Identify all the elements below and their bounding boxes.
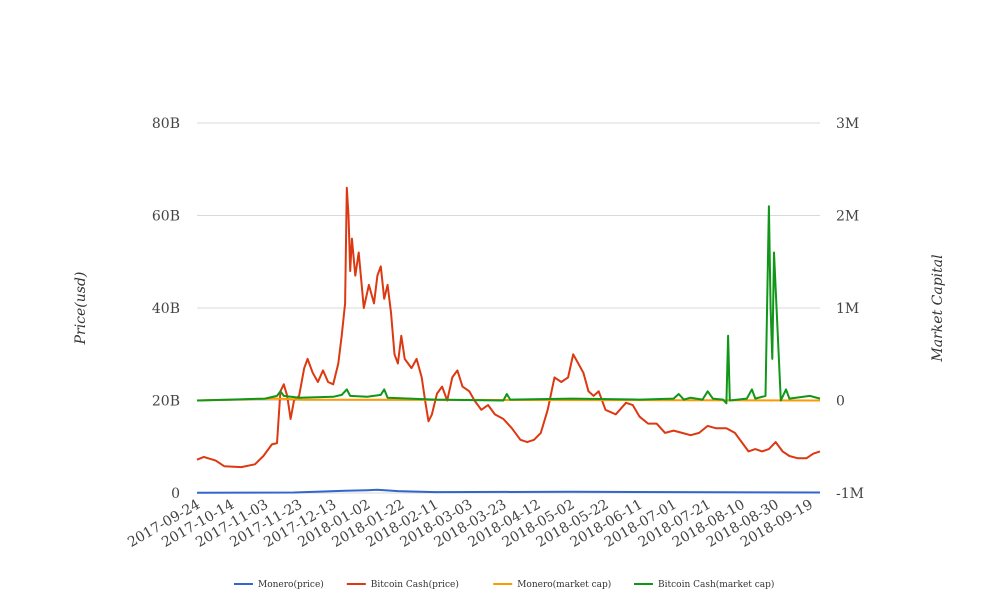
x-axis-ticks: 2017-09-242017-10-142017-11-032017-11-23… [125,497,816,551]
series-line [196,205,821,405]
y-right-tick-label: 0 [836,394,845,410]
legend-label: Bitcoin Cash(price) [371,579,459,590]
series-line [196,186,821,469]
legend: Monero(price) Bitcoin Cash(price) Monero(m… [234,579,774,590]
y-right-tick-label: 1M [836,301,859,317]
y-left-tick-label: 0 [171,486,180,502]
y-right-tick-label: 2M [836,209,859,225]
y-right-tick-label: 3M [836,116,859,132]
y-right-tick-label: -1M [836,486,864,502]
legend-label: Monero(market cap) [517,579,611,590]
y-left-tick-label: 80B [152,116,180,132]
legend-label: Bitcoin Cash(market cap) [658,579,774,590]
left-axis-ticks: 0 20B 40B 60B 80B [152,116,180,502]
y-left-axis-title: Price(usd) [73,272,89,346]
grid-lines [197,122,820,494]
y-right-axis-title: Market Capital [930,254,946,362]
y-left-tick-label: 60B [152,209,180,225]
y-left-tick-label: 20B [152,394,180,410]
legend-label: Monero(price) [258,579,324,590]
y-left-tick-label: 40B [152,301,180,317]
right-axis-ticks: -1M 0 1M 2M 3M [836,116,864,502]
series-lines [196,186,821,494]
series-line [196,488,821,494]
